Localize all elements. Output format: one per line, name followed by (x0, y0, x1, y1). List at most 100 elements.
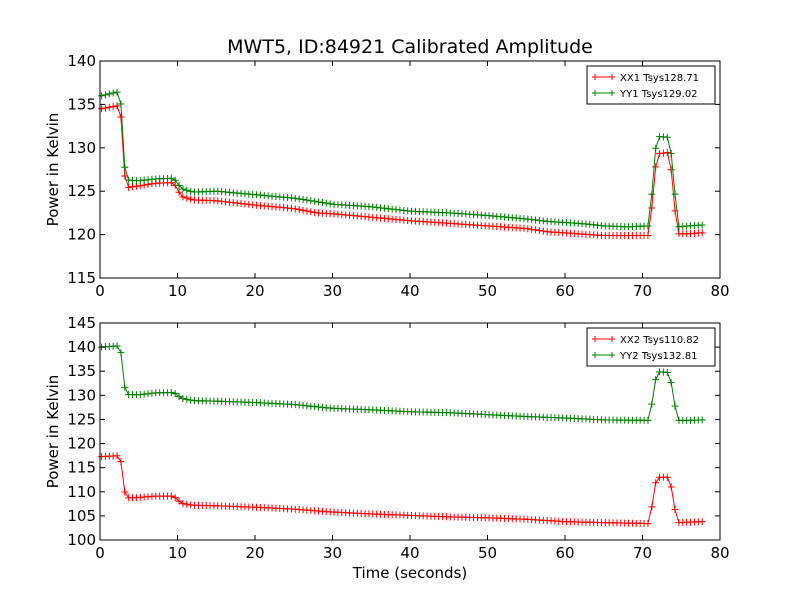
y-tick-label: 145 (67, 314, 96, 332)
series-markers (98, 452, 706, 528)
x-tick-label: 60 (555, 544, 574, 562)
data-point (311, 197, 319, 205)
data-point (648, 400, 656, 408)
data-point (183, 194, 191, 202)
data-point (291, 194, 299, 202)
data-point (167, 388, 175, 396)
data-point (667, 379, 675, 387)
legend-label: YY1 Tsys129.02 (619, 89, 698, 100)
data-point (175, 181, 183, 189)
y-tick-label: 115 (67, 269, 96, 287)
x-tick-label: 70 (633, 544, 652, 562)
data-point (644, 222, 652, 230)
data-point (121, 488, 129, 496)
data-point (648, 204, 656, 212)
data-point (535, 226, 543, 234)
data-point (117, 458, 125, 466)
data-point (318, 199, 326, 207)
data-point (528, 225, 536, 233)
legend-box (586, 327, 716, 367)
top-panel: 0 10 20 30 40 50 60 70 80 115 120 125 130 135 140 Power… (44, 52, 730, 300)
data-point (322, 199, 330, 207)
legend-marker (609, 90, 615, 96)
data-point (187, 187, 195, 195)
data-point (652, 479, 660, 487)
legend-marker (592, 90, 598, 96)
series-markers (98, 88, 706, 231)
legend-marker (609, 352, 615, 358)
data-point (652, 376, 660, 384)
data-point (129, 183, 137, 191)
legend: XX2 Tsys110.82 YY2 Tsys132.81 (586, 327, 716, 367)
data-point (644, 231, 652, 239)
data-point (101, 91, 109, 99)
data-point (299, 206, 307, 214)
data-point (648, 503, 656, 511)
y-tick-label: 120 (67, 226, 96, 244)
bottom-panel: 0 10 20 30 40 50 60 70 80 100 105 110 115 120 125 130 13… (44, 314, 730, 582)
x-tick-label: 10 (168, 282, 187, 300)
data-point (187, 195, 195, 203)
data-point (659, 149, 667, 157)
data-point (667, 483, 675, 491)
x-axis-label: Time (seconds) (352, 564, 468, 582)
y-tick-label: 135 (67, 362, 96, 380)
y-tick-label: 105 (67, 507, 96, 525)
legend-marker (592, 336, 598, 342)
y-axis-label: Power in Kelvin (44, 375, 62, 489)
legend-label: XX1 Tsys128.71 (620, 73, 699, 84)
data-point (179, 395, 187, 403)
data-point (671, 190, 679, 198)
data-point (117, 113, 125, 121)
data-point (295, 206, 303, 214)
series-markers (98, 102, 706, 239)
data-point (109, 89, 117, 97)
data-point (109, 103, 117, 111)
data-point (698, 229, 706, 237)
data-point (105, 90, 113, 98)
data-point (291, 205, 299, 213)
data-point (113, 102, 121, 110)
y-tick-label: 130 (67, 139, 96, 157)
data-point (98, 92, 106, 100)
x-tick-label: 60 (555, 282, 574, 300)
data-point (113, 88, 121, 96)
data-point (698, 221, 706, 229)
legend-label: XX2 Tsys110.82 (620, 335, 699, 346)
y-tick-label: 100 (67, 531, 96, 549)
legend-entry: YY2 Tsys132.81 (592, 351, 698, 362)
data-point (648, 190, 656, 198)
data-point (307, 208, 315, 216)
data-point (175, 392, 183, 400)
legend-marker (592, 74, 598, 80)
data-point (667, 166, 675, 174)
y-tick-label: 125 (67, 410, 96, 428)
data-point (179, 185, 187, 193)
data-point (171, 494, 179, 502)
data-point (175, 497, 183, 505)
series-2 (98, 342, 706, 424)
x-tick-label: 0 (95, 544, 105, 562)
data-point (179, 500, 187, 508)
y-tick-label: 140 (67, 338, 96, 356)
legend-entry: YY1 Tsys129.02 (592, 89, 698, 100)
y-tick-label: 140 (67, 52, 96, 70)
data-point (171, 176, 179, 184)
data-point (532, 226, 540, 234)
data-point (652, 144, 660, 152)
legend-marker (609, 336, 615, 342)
y-tick-label: 110 (67, 483, 96, 501)
x-tick-label: 30 (323, 282, 342, 300)
data-point (295, 195, 303, 203)
data-point (175, 188, 183, 196)
legend: XX1 Tsys128.71 YY1 Tsys129.02 (586, 65, 716, 105)
y-tick-label: 125 (67, 182, 96, 200)
data-point (105, 103, 113, 111)
data-point (183, 186, 191, 194)
legend-marker (592, 352, 598, 358)
data-point (171, 390, 179, 398)
data-point (117, 100, 125, 108)
data-point (98, 105, 106, 113)
data-point (121, 163, 129, 171)
